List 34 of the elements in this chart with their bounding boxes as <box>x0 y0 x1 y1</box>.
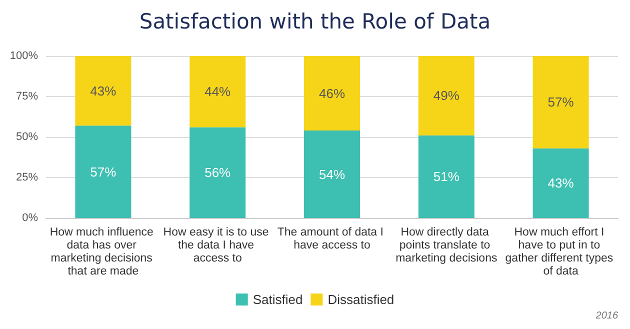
y-tick-label: 0% <box>22 212 38 224</box>
data-label: 46% <box>318 86 346 101</box>
bar <box>532 148 589 218</box>
bar <box>418 56 474 136</box>
data-label: 57% <box>548 94 574 110</box>
legend-label: Satisfied <box>252 292 303 307</box>
bar <box>304 56 360 131</box>
data-label: 54% <box>318 166 346 182</box>
x-tick-label: How directly data points translate to marketing decisions <box>396 226 498 264</box>
bar <box>75 126 132 218</box>
x-tick-label: How much effort I have to put in to gather different types of data <box>505 226 616 278</box>
bar <box>304 130 360 218</box>
bar <box>532 56 589 148</box>
data-label: 51% <box>433 169 460 184</box>
bar <box>190 127 246 218</box>
x-tick-label: How easy it is to use the data I have access to <box>163 226 272 264</box>
data-label: 43% <box>548 176 574 191</box>
y-tick-label: 100% <box>10 50 38 62</box>
bar <box>75 56 132 126</box>
data-label: 43% <box>90 83 117 98</box>
bar <box>190 56 246 128</box>
chart-title: Satisfaction with the Role of Data <box>139 10 491 34</box>
x-tick-label: How much influence data has over marketing decisions that are made <box>50 226 157 278</box>
data-label: 56% <box>204 165 232 180</box>
data-label: 49% <box>433 88 460 104</box>
data-label: 57% <box>90 164 117 180</box>
y-tick-label: 75% <box>16 90 38 102</box>
legend-label: Dissatisfied <box>328 292 394 307</box>
y-tick-label: 50% <box>16 131 38 143</box>
y-tick-label: 25% <box>16 172 38 184</box>
bar <box>418 135 474 218</box>
x-tick-label: The amount of data I have access to <box>277 226 387 252</box>
data-label: 44% <box>204 84 232 100</box>
text: 2016 <box>594 310 618 322</box>
